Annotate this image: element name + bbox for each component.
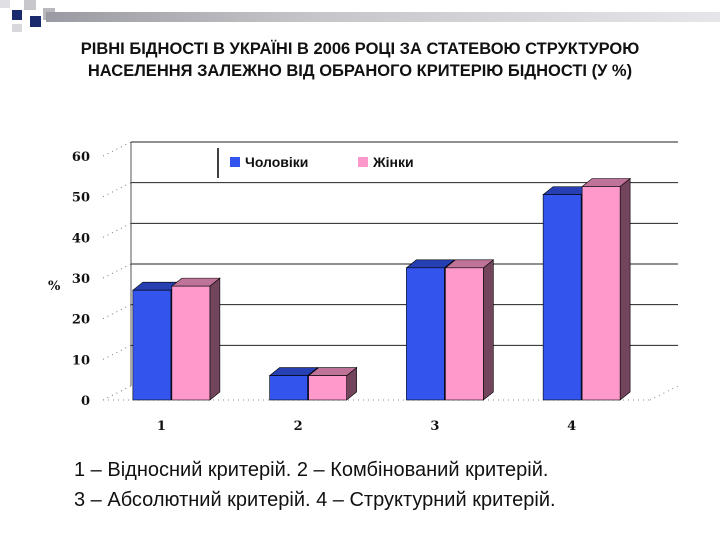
bar-side [483,259,494,401]
y-tick-label: 40 [72,231,90,246]
label-layer: 0 10 20 30 40 50 60% 1 2 3 4 [48,150,576,434]
decor-square-gray-1 [24,0,36,10]
bar [444,259,495,401]
side-wall-tick [102,222,132,238]
decor-square-gray-4 [0,0,10,8]
criteria-caption: 1 – Відносний критерій. 2 – Комбінований… [74,455,714,515]
bar-chart: 0 10 20 30 40 50 60% 1 2 3 4 Чоловіки Жінки [48,141,679,434]
bar-side [209,277,221,401]
page-title: РІВНІ БІДНОСТІ В УКРАЇНІ В 2006 РОЦІ ЗА … [10,38,710,82]
title-line-2: НАСЕЛЕННЯ ЗАЛЕЖНО ВІД ОБРАНОГО КРИТЕРІЮ … [87,62,633,80]
y-tick-label: 50 [72,191,90,206]
title-line-1: РІВНІ БІДНОСТІ В УКРАЇНІ В 2006 РОЦІ ЗА … [80,40,640,58]
caption-line-2: 3 – Абсолютний критерій. 4 – Структурний… [74,489,556,511]
caption-line-1: 1 – Відносний критерій. 2 – Комбінований… [74,459,549,481]
bar-front [171,285,211,401]
y-tick-label: 30 [72,272,90,287]
side-wall-tick [102,141,132,157]
bar [171,277,221,401]
bars-layer [132,177,631,401]
decor-square-gray-3 [12,24,22,32]
bar-front [308,375,347,401]
side-wall-tick [102,263,132,279]
y-axis-label: % [48,279,61,294]
y-tick-label: 0 [81,394,90,409]
decor-square-navy-2 [30,16,41,27]
bar [307,366,358,401]
bar-front [445,267,484,401]
y-tick-label: 20 [72,313,90,328]
bar-front [132,289,172,401]
bar-front [542,194,582,401]
legend-label-men: Чоловіки [245,154,308,170]
chart-legend: Чоловіки Жінки [217,148,414,178]
legend-label-women: Жінки [372,154,414,170]
side-wall-tick [102,182,132,198]
bar-front [269,375,308,401]
side-wall-tick [102,385,132,401]
bar-front [581,186,621,401]
side-wall-tick [102,304,132,320]
decor-header-bar [46,12,720,22]
legend-swatch-women [358,157,368,167]
floor-side-edge [649,385,679,401]
x-tick-label: 3 [430,419,439,434]
y-tick-label: 10 [72,353,90,368]
side-wall-tick [102,344,132,360]
bar-front [406,267,445,401]
bar-side [619,177,631,401]
decor-square-navy-1 [12,10,22,20]
legend-swatch-men [230,157,240,167]
x-tick-label: 2 [294,419,303,434]
bar [581,177,631,401]
x-tick-label: 4 [567,419,576,434]
y-tick-label: 60 [72,150,90,165]
x-tick-label: 1 [157,419,166,434]
